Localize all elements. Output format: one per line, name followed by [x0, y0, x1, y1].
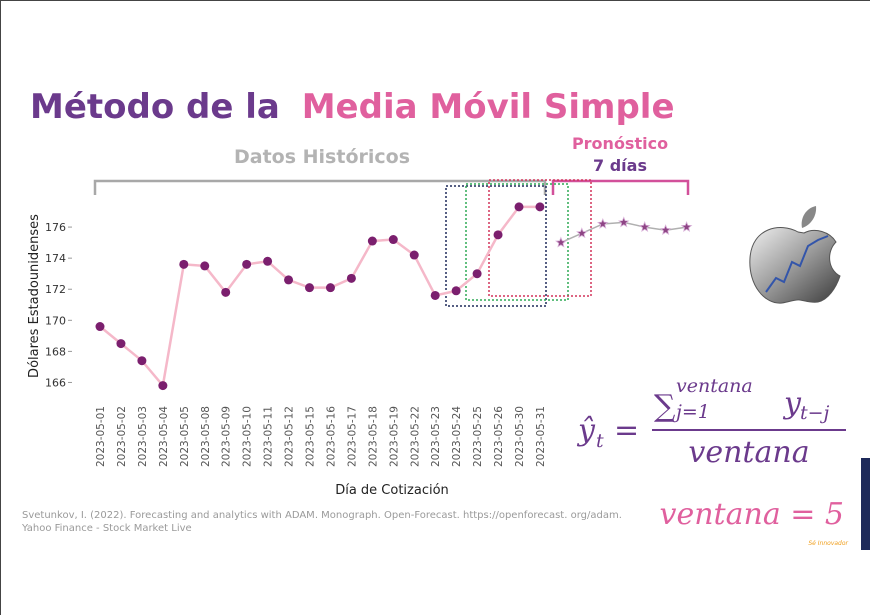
forecast-days: 7 días	[593, 156, 647, 175]
plot: 166 168 170 172 174 176 2023-05-01 2023-05-02 20…	[45, 202, 693, 467]
data-point	[367, 236, 377, 246]
x-tick-label: 2023-05-30	[514, 406, 526, 467]
data-point	[263, 256, 273, 266]
x-tick-label: 2023-05-11	[263, 406, 275, 467]
apple-logo	[749, 206, 841, 304]
data-point	[221, 287, 231, 297]
data-point	[158, 381, 168, 391]
x-axis-label: Día de Cotización	[335, 483, 449, 498]
data-point	[430, 290, 440, 300]
data-point	[137, 356, 147, 366]
forecast-point	[659, 224, 672, 236]
forecast-point	[576, 227, 588, 239]
y-tick-label: 172	[45, 283, 66, 296]
x-tick-label: 2023-05-04	[158, 406, 170, 467]
x-tick-label: 2023-05-22	[409, 406, 421, 467]
data-point	[451, 286, 461, 296]
formula-denominator: ventana	[688, 435, 809, 470]
data-point	[388, 235, 398, 245]
data-point	[179, 259, 189, 269]
window-box	[488, 179, 592, 297]
citation: Svetunkov, I. (2022). Forecasting and an…	[22, 510, 622, 521]
x-tick-label: 2023-05-10	[242, 406, 254, 467]
y-tick-label: 170	[45, 314, 66, 327]
accent-bar	[861, 458, 870, 550]
forecast-bracket	[551, 179, 690, 195]
historical-bracket	[93, 179, 547, 195]
title-part: Media Móvil Simple	[302, 87, 675, 127]
y-tick-label: 176	[45, 221, 66, 234]
y-tick-label: 168	[45, 345, 66, 358]
data-point	[493, 230, 503, 240]
x-tick-label: 2023-05-16	[325, 406, 337, 467]
formula: ŷ t = ∑ ventana j=1 y t−j ventana	[576, 375, 846, 470]
formula-term-sub: t−j	[800, 402, 830, 424]
data-point	[95, 322, 105, 332]
forecast-point	[555, 236, 567, 248]
formula-sigma: ∑	[654, 389, 676, 424]
x-tick-label: 2023-05-05	[179, 406, 191, 467]
x-tick-label: 2023-05-25	[472, 406, 484, 467]
data-point	[514, 202, 524, 212]
data-point	[409, 250, 419, 260]
window-size: ventana = 5	[660, 497, 844, 532]
x-tick-label: 2023-05-23	[430, 406, 442, 467]
forecast-point	[638, 221, 651, 232]
title: Método de la Media Móvil Simple	[30, 87, 675, 127]
x-tick-label: 2023-05-01	[95, 406, 107, 467]
x-tick-label: 2023-05-03	[137, 406, 149, 467]
formula-term: y	[782, 386, 802, 421]
x-tick-label: 2023-05-09	[221, 406, 233, 467]
y-axis-label: Dólares Estadounidenses	[27, 214, 42, 378]
brand: Sé Innovador	[808, 540, 848, 547]
data-point	[284, 275, 294, 285]
formula-sum-lower: j=1	[672, 401, 710, 423]
x-tick-label: 2023-05-24	[451, 406, 463, 467]
forecast-point	[618, 216, 630, 228]
title-part: Método de la	[30, 87, 280, 127]
citation: Yahoo Finance - Stock Market Live	[21, 523, 192, 534]
x-tick-label: 2023-05-02	[116, 406, 128, 467]
forecast-point	[597, 217, 609, 229]
formula-lhs: ŷ	[576, 413, 596, 448]
data-point	[535, 202, 545, 212]
x-tick-label: 2023-05-31	[535, 406, 547, 467]
x-tick-label: 2023-05-15	[305, 406, 317, 467]
window-box	[445, 185, 547, 307]
y-tick-label: 166	[45, 376, 66, 389]
window-box	[465, 183, 569, 301]
data-point	[472, 269, 482, 279]
forecast-point	[680, 221, 693, 232]
formula-equals: =	[614, 413, 639, 448]
x-tick-label: 2023-05-18	[367, 406, 379, 467]
formula-sum-upper: ventana	[676, 375, 753, 397]
x-tick-label: 2023-05-12	[284, 406, 296, 467]
data-point	[325, 283, 335, 293]
data-point	[346, 273, 356, 283]
x-tick-label: 2023-05-26	[493, 406, 505, 467]
data-point	[305, 283, 314, 293]
data-point	[200, 261, 210, 271]
forecast-label: Pronóstico	[572, 134, 668, 153]
x-tick-label: 2023-05-19	[388, 406, 400, 467]
y-tick-label: 174	[45, 252, 66, 265]
x-tick-label: 2023-05-17	[346, 406, 358, 467]
data-point	[242, 259, 252, 269]
x-tick-label: 2023-05-08	[200, 406, 212, 467]
historical-label: Datos Históricos	[234, 146, 410, 168]
data-point	[116, 339, 126, 349]
formula-lhs-sub: t	[596, 430, 604, 452]
series-line	[99, 205, 540, 389]
